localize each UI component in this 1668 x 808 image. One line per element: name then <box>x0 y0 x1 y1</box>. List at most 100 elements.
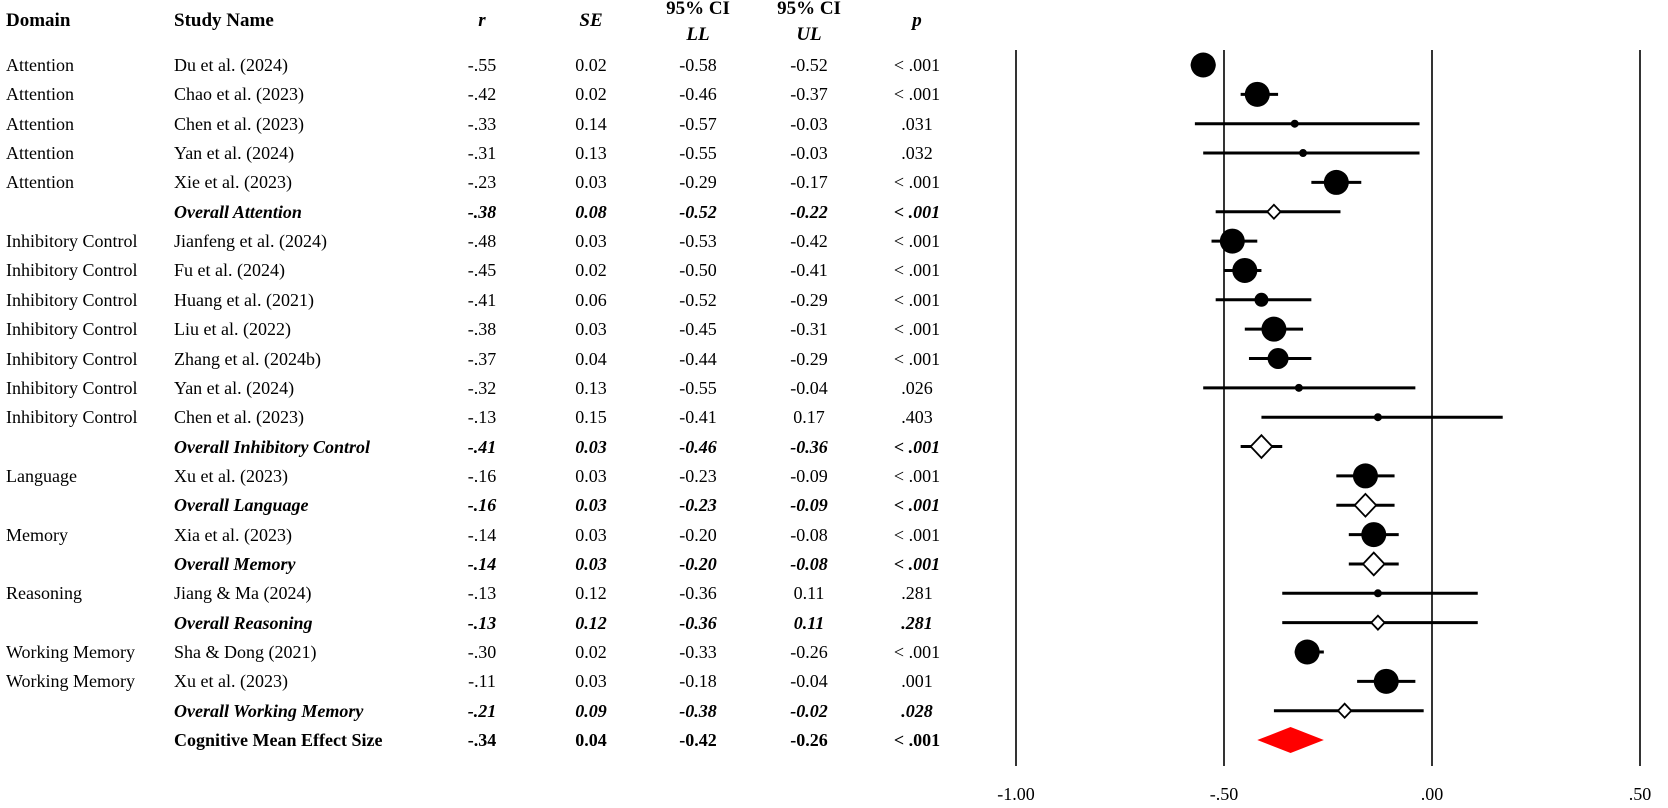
study-study-name-cell: Xu et al. (2023) <box>174 465 288 486</box>
study-ul-cell: -0.26 <box>790 642 828 662</box>
study-r-cell: -.23 <box>467 172 497 193</box>
study-effect-marker <box>1219 228 1245 254</box>
study-ul-cell: 0.17 <box>793 407 825 428</box>
study-effect-marker <box>1244 81 1270 107</box>
study-ul-cell: -0.17 <box>790 172 828 193</box>
study-se-cell: 0.02 <box>575 260 607 281</box>
study-r-cell: -.37 <box>467 348 497 369</box>
study-p-cell: < .001 <box>893 524 941 545</box>
overall-study-name-cell: Overall Inhibitory Control <box>174 436 371 457</box>
study-domain-cell: Attention <box>6 84 74 105</box>
study-se-cell: 0.02 <box>575 642 607 662</box>
study-ul-cell: -0.52 <box>790 55 828 75</box>
study-effect-marker <box>1373 668 1399 694</box>
header-study-name: Study Name <box>174 10 274 31</box>
overall-effect-diamond <box>1336 702 1353 720</box>
overall-study-name-cell: Overall Working Memory <box>174 700 364 721</box>
overall-se-cell: 0.03 <box>575 436 607 457</box>
study-r-cell: -.16 <box>467 465 497 486</box>
study-study-name-cell: Zhang et al. (2024b) <box>174 348 321 369</box>
study-ul-cell: -0.04 <box>790 671 828 692</box>
study-se-cell: 0.03 <box>575 465 607 486</box>
study-effect-marker <box>1290 119 1299 128</box>
study-se-cell: 0.12 <box>575 583 607 604</box>
study-se-cell: 0.03 <box>575 319 607 340</box>
study-ll-cell: -0.55 <box>679 143 717 164</box>
study-p-cell: < .001 <box>893 348 941 369</box>
overall-ll-cell: -0.46 <box>679 436 717 457</box>
study-r-cell: -.11 <box>468 671 496 692</box>
grand-p-cell: < .001 <box>893 730 941 751</box>
study-ll-cell: -0.29 <box>679 172 717 193</box>
study-study-name-cell: Fu et al. (2024) <box>174 260 285 281</box>
study-ll-cell: -0.53 <box>679 231 717 252</box>
study-ll-cell: -0.18 <box>679 671 717 692</box>
study-ul-cell: -0.37 <box>790 84 828 105</box>
study-effect-marker <box>1261 316 1287 342</box>
study-study-name-cell: Xie et al. (2023) <box>174 172 292 193</box>
study-study-name-cell: Huang et al. (2021) <box>174 289 314 310</box>
study-ll-cell: -0.58 <box>679 55 717 75</box>
x-tick-label: -1.00 <box>997 784 1035 804</box>
study-ul-cell: -0.42 <box>790 231 828 252</box>
study-p-cell: .001 <box>901 671 933 692</box>
overall-r-cell: -.21 <box>467 700 497 721</box>
overall-p-cell: .028 <box>901 700 933 721</box>
study-ul-cell: -0.41 <box>790 260 828 281</box>
study-study-name-cell: Chao et al. (2023) <box>174 84 304 105</box>
study-se-cell: 0.03 <box>575 524 607 545</box>
overall-r-cell: -.13 <box>467 612 497 633</box>
overall-ll-cell: -0.36 <box>679 612 717 633</box>
study-se-cell: 0.03 <box>575 172 607 193</box>
study-p-cell: < .001 <box>893 84 941 105</box>
study-study-name-cell: Yan et al. (2024) <box>174 143 295 164</box>
study-ll-cell: -0.20 <box>679 524 717 545</box>
study-domain-cell: Inhibitory Control <box>6 231 138 252</box>
overall-p-cell: < .001 <box>893 553 941 574</box>
study-p-cell: < .001 <box>893 260 941 281</box>
overall-r-cell: -.41 <box>467 436 497 457</box>
overall-se-cell: 0.03 <box>575 495 607 516</box>
overall-r-cell: -.38 <box>467 201 497 222</box>
overall-p-cell: < .001 <box>893 436 941 457</box>
study-effect-marker <box>1299 149 1308 158</box>
header-ll: LL <box>686 24 710 45</box>
study-domain-cell: Inhibitory Control <box>6 377 138 398</box>
study-effect-marker <box>1190 52 1216 78</box>
overall-se-cell: 0.08 <box>575 201 607 222</box>
study-study-name-cell: Xia et al. (2023) <box>174 524 292 545</box>
study-study-name-cell: Chen et al. (2023) <box>174 113 304 134</box>
study-r-cell: -.30 <box>467 642 497 662</box>
study-ul-cell: -0.08 <box>790 524 828 545</box>
grand-ul-cell: -0.26 <box>790 730 828 751</box>
overall-effect-diamond <box>1361 551 1386 577</box>
study-p-cell: < .001 <box>893 231 941 252</box>
study-r-cell: -.38 <box>467 319 497 340</box>
overall-se-cell: 0.09 <box>575 700 607 721</box>
header-ul: UL <box>796 24 822 45</box>
study-ul-cell: -0.29 <box>790 348 828 369</box>
header-ul-ci: 95% CI <box>777 0 841 19</box>
study-se-cell: 0.06 <box>575 289 607 310</box>
study-r-cell: -.32 <box>467 377 497 398</box>
overall-ul-cell: 0.11 <box>793 612 825 633</box>
overall-r-cell: -.14 <box>467 553 497 574</box>
study-se-cell: 0.02 <box>575 84 607 105</box>
x-tick-label: .50 <box>1629 784 1652 804</box>
study-p-cell: < .001 <box>893 642 941 662</box>
study-ll-cell: -0.41 <box>679 407 717 428</box>
study-effect-marker <box>1373 589 1382 598</box>
study-domain-cell: Attention <box>6 113 74 134</box>
study-ll-cell: -0.45 <box>679 319 717 340</box>
overall-p-cell: < .001 <box>893 201 941 222</box>
header-se: SE <box>579 10 603 31</box>
overall-study-name-cell: Overall Attention <box>174 201 302 222</box>
overall-ll-cell: -0.23 <box>679 495 717 516</box>
overall-effect-diamond <box>1370 614 1386 631</box>
study-ll-cell: -0.57 <box>679 113 717 134</box>
study-r-cell: -.13 <box>467 583 497 604</box>
overall-ll-cell: -0.20 <box>679 553 717 574</box>
study-se-cell: 0.14 <box>575 113 607 134</box>
study-ll-cell: -0.36 <box>679 583 717 604</box>
